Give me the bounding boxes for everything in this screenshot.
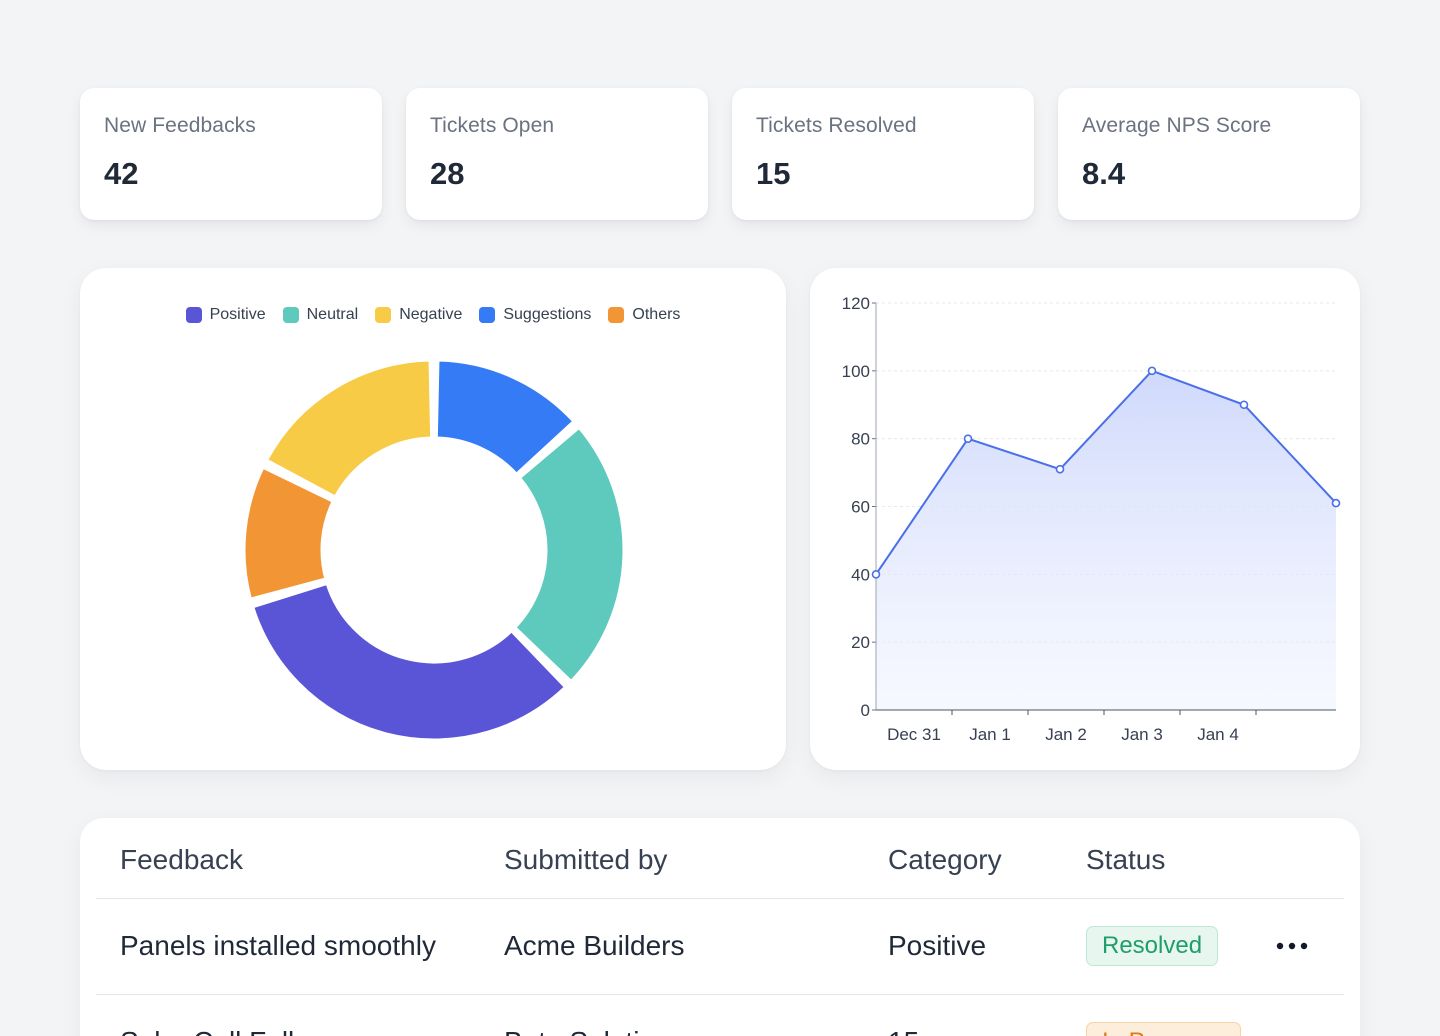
trend-chart-panel: 0 20 40 60 80 100 120 Dec 31 Jan 1 Jan 2 Jan 3 Jan … xyxy=(810,268,1360,770)
stat-value: 28 xyxy=(430,156,465,191)
stat-card-tickets-open[interactable]: Tickets Open 28 xyxy=(406,88,708,220)
category-cell: 15 xyxy=(888,1026,919,1036)
legend-label: Others xyxy=(632,306,681,323)
column-header-category[interactable]: Category xyxy=(888,844,1002,875)
donut-slice-positive[interactable] xyxy=(251,581,568,742)
row-divider xyxy=(96,994,1344,995)
x-tick-label: Dec 31 xyxy=(887,725,941,744)
category-cell: Positive xyxy=(888,930,987,961)
donut-chart xyxy=(242,358,626,742)
header-divider xyxy=(96,898,1344,899)
feedback-category-chart-panel: Positive Neutral Negative Suggestions Ot… xyxy=(80,268,786,770)
status-badge: Resolved xyxy=(1086,926,1219,966)
column-header-submitted-by[interactable]: Submitted by xyxy=(504,844,668,875)
legend-label: Negative xyxy=(399,306,463,323)
x-tick-label: Jan 2 xyxy=(1045,725,1087,744)
legend-swatch-negative xyxy=(375,307,392,323)
y-tick-label: 100 xyxy=(842,362,870,381)
data-point[interactable] xyxy=(1239,400,1249,410)
y-tick-label: 40 xyxy=(851,565,870,584)
data-point[interactable] xyxy=(1331,498,1341,508)
stat-card-average-nps[interactable]: Average NPS Score 8.4 xyxy=(1058,88,1360,220)
stat-card-tickets-resolved[interactable]: Tickets Resolved 15 xyxy=(732,88,1034,220)
feedback-cell: Panels installed smoothly xyxy=(120,930,436,961)
column-header-feedback[interactable]: Feedback xyxy=(120,844,243,875)
x-tick-label: Jan 3 xyxy=(1121,725,1163,744)
legend-item-positive[interactable]: Positive xyxy=(185,306,266,324)
donut-slice-neutral[interactable] xyxy=(513,425,626,684)
stat-label: Tickets Open xyxy=(430,114,555,137)
legend-label: Suggestions xyxy=(503,306,592,323)
chart-legend: Positive Neutral Negative Suggestions Ot… xyxy=(80,306,786,324)
status-badge: In Progress xyxy=(1086,1022,1241,1036)
area-fill xyxy=(876,370,1336,710)
stat-label: Average NPS Score xyxy=(1082,114,1272,137)
stat-value: 15 xyxy=(756,156,791,191)
series-line xyxy=(875,369,1337,575)
stat-value: 8.4 xyxy=(1082,156,1126,191)
submitted-by-cell: Beta Solutions xyxy=(504,1026,685,1036)
donut-slice-suggestions[interactable] xyxy=(434,358,576,476)
donut-slice-others[interactable] xyxy=(242,465,335,601)
x-tick-label: Jan 1 xyxy=(969,725,1011,744)
stat-value: 42 xyxy=(104,156,139,191)
data-point[interactable] xyxy=(1055,464,1065,474)
column-header-status[interactable]: Status xyxy=(1086,844,1166,875)
legend-item-others[interactable]: Others xyxy=(608,306,680,324)
data-point[interactable] xyxy=(963,434,973,443)
legend-label: Neutral xyxy=(306,306,359,323)
donut-slice-negative[interactable] xyxy=(265,358,434,499)
feedback-cell: Solar Cell Fully xyxy=(120,1026,308,1036)
stat-label: New Feedbacks xyxy=(104,114,256,137)
legend-swatch-neutral xyxy=(282,307,299,323)
stat-label: Tickets Resolved xyxy=(756,114,917,137)
legend-label: Positive xyxy=(209,306,266,323)
stat-card-new-feedbacks[interactable]: New Feedbacks 42 xyxy=(80,88,382,220)
legend-swatch-suggestions xyxy=(479,307,496,323)
data-point[interactable] xyxy=(1147,366,1157,376)
legend-swatch-positive xyxy=(185,307,202,323)
y-tick-label: 20 xyxy=(851,633,870,652)
legend-item-suggestions[interactable]: Suggestions xyxy=(479,306,591,324)
y-tick-label: 80 xyxy=(851,430,870,449)
feedback-table: Feedback Submitted by Category Status Pa… xyxy=(80,818,1360,1036)
y-tick-label: 0 xyxy=(861,701,870,720)
more-horizontal-icon[interactable] xyxy=(1274,939,1310,953)
area-chart: 0 20 40 60 80 100 120 Dec 31 Jan 1 Jan 2 Jan 3 Jan … xyxy=(842,294,1341,744)
legend-item-negative[interactable]: Negative xyxy=(375,306,462,324)
legend-swatch-others xyxy=(608,307,625,323)
x-tick-label: Jan 4 xyxy=(1197,725,1239,744)
y-tick-label: 120 xyxy=(842,294,870,313)
legend-item-neutral[interactable]: Neutral xyxy=(282,306,359,324)
y-tick-label: 60 xyxy=(851,498,870,517)
data-point[interactable] xyxy=(871,570,881,579)
submitted-by-cell: Acme Builders xyxy=(504,930,685,961)
